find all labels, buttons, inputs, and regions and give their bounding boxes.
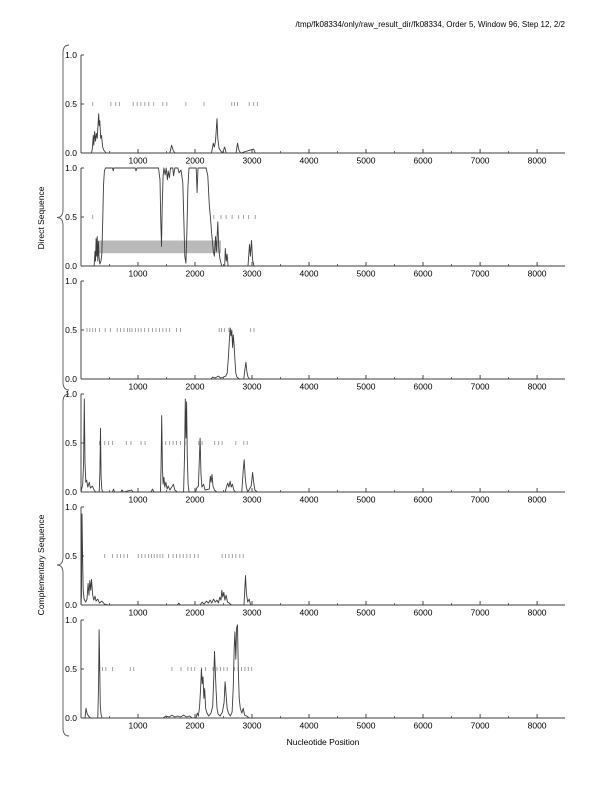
y-tick-label: 0.0 xyxy=(65,148,77,158)
x-tick-label: 5000 xyxy=(357,721,376,731)
x-tick-label: 6000 xyxy=(414,495,433,505)
x-tick-label: 8000 xyxy=(528,382,547,392)
y-tick-label: 0.0 xyxy=(65,713,77,723)
x-tick-label: 5000 xyxy=(357,495,376,505)
x-tick-label: 6000 xyxy=(414,269,433,279)
x-tick-label: 8000 xyxy=(528,608,547,618)
x-tick-label: 2000 xyxy=(186,495,205,505)
x-tick-label: 3000 xyxy=(243,382,262,392)
x-tick-label: 2000 xyxy=(186,269,205,279)
x-tick-label: 8000 xyxy=(528,495,547,505)
x-tick-label: 4000 xyxy=(300,382,319,392)
y-tick-label: 0.0 xyxy=(65,374,77,384)
x-tick-label: 6000 xyxy=(414,608,433,618)
highlight-band xyxy=(97,240,221,254)
probability-curve xyxy=(81,113,565,154)
y-tick-label: 1.0 xyxy=(65,389,77,399)
x-tick-label: 4000 xyxy=(300,495,319,505)
x-tick-label: 3000 xyxy=(243,495,262,505)
y-tick-label: 1.0 xyxy=(65,276,77,286)
x-tick-label: 7000 xyxy=(471,269,490,279)
y-tick-label: 1.0 xyxy=(65,163,77,173)
x-tick-label: 7000 xyxy=(471,156,490,166)
x-tick-label: 1000 xyxy=(129,495,148,505)
panel-direct-frame-1: 0.0 0.5 1.0 1000 2000 3000 4000 5000 6000 7000 800… xyxy=(65,50,565,166)
x-tick-label: 7000 xyxy=(471,721,490,731)
panels-container: 0.0 0.5 1.0 1000 2000 3000 4000 5000 6000 7000 800… xyxy=(65,50,565,731)
panel-complementary-frame-1: 0.0 0.5 1.0 1000 2000 3000 4000 5000 6000 7000 800… xyxy=(65,389,565,505)
figure-title: /tmp/fk08334/only/raw_result_dir/fk08334… xyxy=(296,20,566,29)
x-tick-label: 2000 xyxy=(186,156,205,166)
x-tick-label: 1000 xyxy=(129,156,148,166)
y-tick-label: 0.0 xyxy=(65,261,77,271)
x-tick-label: 5000 xyxy=(357,382,376,392)
direct-sequence-brace xyxy=(56,44,70,391)
x-tick-label: 1000 xyxy=(129,269,148,279)
probability-curve xyxy=(81,327,565,380)
x-tick-label: 8000 xyxy=(528,269,547,279)
panel-complementary-frame-2: 0.0 0.5 1.0 1000 2000 3000 4000 5000 6000 7000 800… xyxy=(65,502,565,618)
x-tick-label: 8000 xyxy=(528,156,547,166)
x-tick-label: 7000 xyxy=(471,608,490,618)
x-tick-label: 2000 xyxy=(186,608,205,618)
y-tick-label: 1.0 xyxy=(65,502,77,512)
x-axis-title: Nucleotide Position xyxy=(287,737,360,747)
x-tick-label: 6000 xyxy=(414,721,433,731)
probability-curve xyxy=(80,513,565,606)
x-tick-label: 4000 xyxy=(300,269,319,279)
probability-curve xyxy=(81,167,565,267)
y-tick-label: 0.5 xyxy=(65,325,77,335)
panel-direct-frame-2: 0.0 0.5 1.0 1000 2000 3000 4000 5000 6000 7000 800… xyxy=(65,163,565,279)
panel-direct-frame-3: 0.0 0.5 1.0 1000 2000 3000 4000 5000 6000 7000 800… xyxy=(65,276,565,392)
x-tick-label: 5000 xyxy=(357,156,376,166)
complementary-sequence-label: Complementary Sequence xyxy=(36,514,46,615)
y-tick-label: 0.0 xyxy=(65,487,77,497)
x-tick-label: 6000 xyxy=(414,382,433,392)
x-tick-label: 7000 xyxy=(471,495,490,505)
x-tick-label: 1000 xyxy=(129,382,148,392)
x-tick-label: 2000 xyxy=(186,721,205,731)
x-tick-label: 1000 xyxy=(129,608,148,618)
x-tick-label: 5000 xyxy=(357,608,376,618)
y-tick-label: 1.0 xyxy=(65,50,77,60)
direct-sequence-label: Direct Sequence xyxy=(36,186,46,249)
y-tick-label: 0.5 xyxy=(65,99,77,109)
x-tick-label: 4000 xyxy=(300,156,319,166)
x-tick-label: 3000 xyxy=(243,269,262,279)
y-tick-label: 0.5 xyxy=(65,438,77,448)
complementary-sequence-brace xyxy=(56,393,70,737)
x-tick-label: 4000 xyxy=(300,721,319,731)
probability-curve xyxy=(80,398,565,493)
x-tick-label: 6000 xyxy=(414,156,433,166)
x-tick-label: 3000 xyxy=(243,608,262,618)
x-tick-label: 1000 xyxy=(129,721,148,731)
x-tick-label: 3000 xyxy=(243,721,262,731)
x-tick-label: 2000 xyxy=(186,382,205,392)
y-tick-label: 1.0 xyxy=(65,615,77,625)
panel-complementary-frame-3: 0.0 0.5 1.0 1000 2000 3000 4000 5000 6000 7000 800… xyxy=(65,615,565,731)
y-tick-label: 0.5 xyxy=(65,551,77,561)
x-tick-label: 5000 xyxy=(357,269,376,279)
x-tick-label: 4000 xyxy=(300,608,319,618)
y-tick-label: 0.0 xyxy=(65,600,77,610)
y-tick-label: 0.5 xyxy=(65,664,77,674)
x-tick-label: 3000 xyxy=(243,156,262,166)
probability-curve xyxy=(81,624,565,719)
x-tick-label: 8000 xyxy=(528,721,547,731)
x-tick-label: 7000 xyxy=(471,382,490,392)
y-tick-label: 0.5 xyxy=(65,212,77,222)
group-braces xyxy=(56,44,70,737)
